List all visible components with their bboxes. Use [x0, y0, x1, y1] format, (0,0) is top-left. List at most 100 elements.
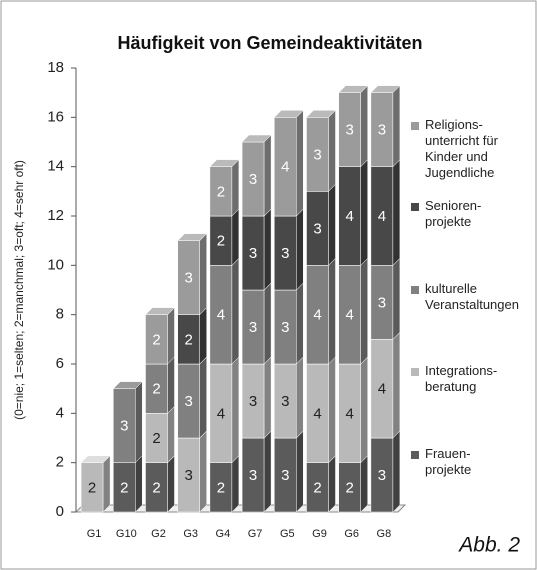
- x-tick-label: G5: [280, 528, 295, 540]
- data-label: 4: [281, 159, 289, 176]
- y-tick-label: 4: [56, 404, 64, 421]
- legend-swatch: [411, 451, 419, 459]
- bar-top: [112, 381, 143, 389]
- bar-segment: [177, 233, 208, 316]
- data-label: 3: [378, 122, 386, 139]
- bar-side: [231, 356, 240, 464]
- y-tick-label: 2: [56, 454, 64, 471]
- data-label: 3: [185, 270, 193, 287]
- data-label: 2: [152, 479, 160, 496]
- x-tick-label: G3: [183, 528, 198, 540]
- legend-label: Frauen- projekte: [425, 446, 472, 477]
- bar-top: [338, 85, 369, 93]
- bar-top: [241, 134, 272, 143]
- bar-side: [360, 85, 368, 168]
- legend-label: Religions- unterricht für Kinder und Jug…: [425, 117, 498, 180]
- bar-side: [328, 257, 336, 365]
- legend-label: Senioren- projekte: [425, 198, 482, 229]
- x-tick-label: G8: [377, 528, 392, 540]
- x-tick-label: G4: [216, 528, 231, 540]
- bar-segment: [241, 356, 272, 439]
- bar-side: [231, 455, 240, 513]
- bar-side: [231, 208, 240, 266]
- x-tick-label: G2: [151, 528, 166, 540]
- data-label: 2: [217, 183, 225, 200]
- bar-segment: [273, 109, 304, 217]
- data-label: 2: [346, 479, 354, 496]
- data-label: 4: [313, 405, 321, 422]
- data-label: 2: [152, 430, 160, 447]
- bar-side: [328, 356, 336, 464]
- bar-top: [305, 110, 337, 118]
- bar-side: [231, 159, 240, 217]
- data-label: 3: [346, 122, 354, 139]
- data-label: 3: [313, 220, 321, 237]
- data-label: 3: [185, 393, 193, 410]
- bar-top: [273, 110, 304, 118]
- bar-side: [392, 85, 401, 168]
- bar-side: [263, 134, 272, 217]
- bar-segment: [305, 109, 337, 192]
- y-tick-label: 10: [47, 256, 64, 273]
- data-label: 4: [378, 381, 386, 398]
- annotation: Abb. 2: [457, 534, 520, 557]
- bar-side: [392, 331, 401, 439]
- bar-side: [360, 356, 368, 464]
- bar-side: [392, 257, 401, 340]
- data-label: 3: [249, 245, 257, 262]
- data-label: 3: [378, 467, 386, 484]
- y-tick-label: 14: [47, 158, 64, 175]
- bar-side: [199, 307, 207, 365]
- chart-title: Häufigkeit von Gemeindeaktivitäten: [117, 33, 422, 53]
- bar-segment: [273, 356, 304, 439]
- bar-side: [328, 455, 336, 513]
- bar-side: [167, 356, 175, 414]
- data-label: 4: [378, 208, 386, 225]
- bar-side: [328, 183, 336, 266]
- data-label: 4: [217, 405, 225, 422]
- bar-segment: [80, 455, 111, 513]
- data-label: 3: [281, 467, 289, 484]
- bar-side: [392, 430, 401, 513]
- legend-swatch: [411, 203, 419, 211]
- bar-segment: [370, 85, 401, 168]
- data-label: 3: [249, 319, 257, 336]
- data-label: 3: [249, 467, 257, 484]
- data-label: 3: [378, 294, 386, 311]
- data-label: 3: [281, 393, 289, 410]
- bar-segment: [273, 430, 304, 513]
- data-label: 2: [217, 479, 225, 496]
- y-tick-label: 6: [56, 355, 64, 372]
- bar-segment: [112, 381, 143, 464]
- bar-side: [263, 356, 272, 439]
- data-label: 2: [120, 479, 128, 496]
- data-label: 4: [346, 405, 354, 422]
- bar-side: [360, 455, 368, 513]
- data-label: 3: [249, 393, 257, 410]
- data-label: 2: [217, 233, 225, 250]
- y-tick-label: 18: [47, 59, 64, 76]
- bar-side: [199, 430, 207, 513]
- bar-side: [102, 455, 111, 513]
- data-label: 4: [313, 307, 321, 324]
- bar-side: [296, 282, 304, 365]
- bar-side: [167, 455, 175, 513]
- bar-side: [296, 356, 304, 439]
- data-label: 4: [346, 307, 354, 324]
- legend-swatch: [411, 286, 419, 294]
- data-label: 2: [313, 479, 321, 496]
- bar-side: [167, 405, 175, 464]
- y-tick-label: 0: [56, 503, 64, 520]
- bar-top: [80, 455, 111, 463]
- data-label: 3: [120, 418, 128, 435]
- y-tick-label: 8: [56, 306, 64, 323]
- bar-top: [209, 159, 240, 167]
- bar-side: [328, 109, 336, 192]
- x-tick-label: G9: [312, 528, 327, 540]
- x-tick-label: G1: [87, 528, 102, 540]
- data-label: 3: [313, 146, 321, 163]
- bar-side: [360, 159, 368, 266]
- data-label: 2: [152, 331, 160, 348]
